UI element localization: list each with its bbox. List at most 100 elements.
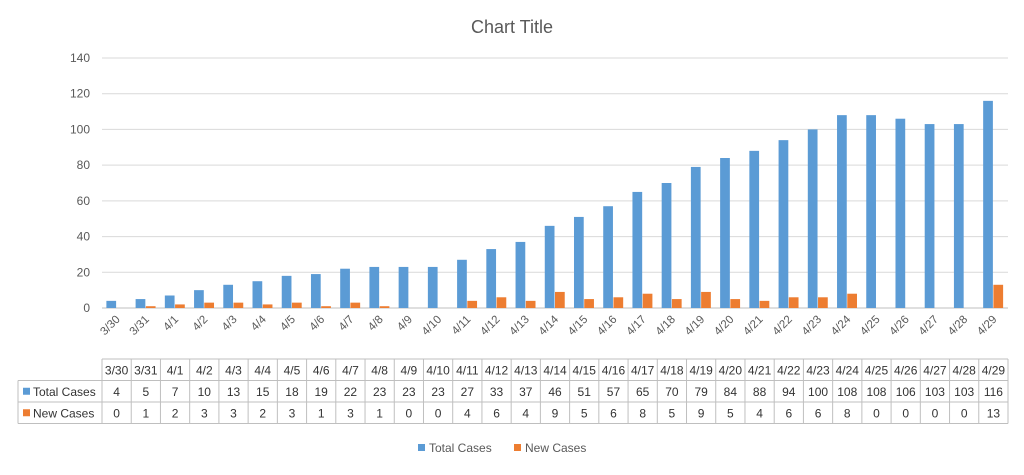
bar-new-cases [993,284,1004,308]
bar-new-cases [642,293,653,308]
x-tick-label: 4/26 [888,314,912,338]
bar-new-cases [788,297,799,308]
table-value-cell: 1 [376,406,383,420]
table-row-label: New Cases [33,406,94,420]
bar-total-cases [194,290,204,308]
bar-total-cases [603,206,613,308]
bar-total-cases [544,225,555,308]
table-header-cell: 4/22 [777,363,801,377]
data-table: 3/30 3/31 4/1 4/2 4/3 4/4 4/5 4/6 4/7 4/8 4/9 4/10 4… [17,358,1009,424]
table-value-cell: 13 [227,385,241,399]
table-header-cell: 4/29 [982,363,1006,377]
x-tick-label: 4/24 [829,313,854,338]
table-header-cell: 4/21 [748,363,772,377]
table-legend-key [23,387,30,395]
x-tick-label: 4/2 [191,314,211,334]
table-value-cell: 6 [610,406,617,420]
table-value-cell: 4 [464,406,471,420]
x-tick-label: 4/1 [161,314,181,334]
table-value-cell: 84 [724,385,738,399]
table-value-cell: 3 [201,406,208,420]
bar-total-cases [573,216,584,308]
table-value-cell: 3 [289,406,296,420]
table-value-cell: 7 [172,385,179,399]
bar-total-cases [983,100,993,308]
bar-total-cases [398,266,409,308]
table-header-cell: 4/26 [894,363,918,377]
table-header-cell: 3/30 [105,363,129,377]
table-row-label: Total Cases [33,385,96,399]
x-tick-label: 4/23 [800,314,824,338]
x-tick-label: 4/27 [917,314,941,338]
bar-new-cases [350,302,361,308]
bar-new-cases [204,302,215,308]
x-tick-label: 4/29 [975,314,999,338]
y-tick-label: 140 [70,51,90,65]
bar-total-cases [310,274,321,308]
table-header-cell: 4/2 [196,363,213,377]
table-value-cell: 5 [581,406,588,420]
table-value-cell: 5 [727,406,734,420]
table-value-cell: 10 [198,385,212,399]
bar-total-cases [252,281,263,308]
table-header-cell: 4/3 [225,363,242,377]
table-header-cell: 4/17 [631,363,655,377]
x-tick-label: 4/21 [741,314,765,338]
bar-new-cases [701,291,711,308]
bar-total-cases [837,115,847,309]
chart-title: Chart Title [471,17,553,37]
table-value-cell: 51 [578,385,592,399]
table-header-cell: 4/11 [456,363,479,377]
table-value-cell: 4 [756,406,763,420]
bar-new-cases [321,306,331,308]
bar-new-cases [671,299,682,308]
table-value-cell: 3 [230,406,237,420]
bar-total-cases [690,166,701,308]
table-value-cell: 0 [873,406,880,420]
bar-total-cases [457,259,467,308]
x-tick-label: 4/25 [858,314,882,338]
table-value-cell: 23 [431,385,445,399]
legend: Total Cases New Cases [418,441,586,455]
bar-new-cases [467,300,478,308]
table-value-cell: 0 [932,406,939,420]
y-axis: 0 20 40 60 80 100 120 140 [70,51,90,315]
y-tick-label: 20 [77,265,91,279]
x-tick-label: 4/19 [683,314,707,338]
table-value-cell: 1 [318,406,325,420]
table-value-cell: 15 [256,385,270,399]
table-value-cell: 103 [954,385,974,399]
table-header-cell: 4/5 [284,363,301,377]
bar-total-cases [340,268,350,308]
table-header-cell: 4/4 [254,363,271,377]
x-tick-label: 4/7 [337,314,357,334]
x-tick-label: 4/13 [508,314,532,338]
table-value-cell: 103 [925,385,945,399]
table-value-cell: 18 [285,385,299,399]
table-value-cell: 0 [113,406,120,420]
bar-new-cases [847,293,857,308]
table-header-cell: 4/25 [865,363,889,377]
bar-new-cases [262,304,273,308]
table-header-cell: 4/27 [923,363,947,377]
table-value-cell: 46 [548,385,562,399]
table-value-cell: 5 [669,406,676,420]
y-tick-label: 120 [70,87,90,101]
table-value-cell: 1 [142,406,149,420]
table-value-cell: 23 [402,385,416,399]
table-value-cell: 108 [837,385,857,399]
gridlines [102,57,1008,309]
table-value-cell: 37 [519,385,533,399]
table-value-cell: 88 [753,385,767,399]
table-value-cell: 27 [461,385,475,399]
table-value-cell: 0 [435,406,442,420]
bar-total-cases [661,183,672,308]
bar-new-cases [496,297,507,308]
y-tick-label: 0 [83,301,90,315]
table-header-cell: 4/28 [952,363,976,377]
bar-total-cases [106,300,117,308]
x-tick-label: 3/31 [128,314,152,338]
x-tick-label: 4/5 [278,314,298,334]
bar-new-cases [613,297,624,308]
table-value-cell: 4 [113,385,120,399]
